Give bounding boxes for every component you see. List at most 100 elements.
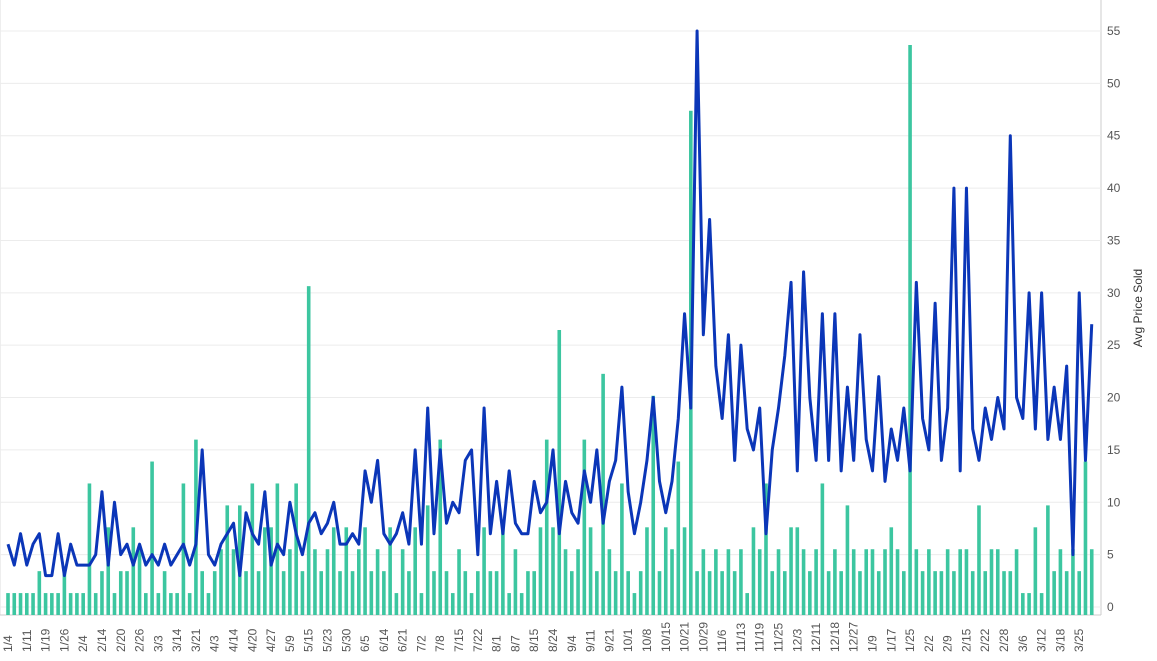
bar (883, 549, 887, 615)
bar (1077, 571, 1082, 615)
bar (112, 593, 117, 615)
x-tick-label: 11/19 (753, 623, 767, 652)
bar (206, 593, 211, 615)
bar (400, 549, 405, 615)
bar (432, 571, 436, 615)
bar (551, 527, 555, 615)
x-tick-label: 10/1 (621, 628, 635, 652)
bar (939, 571, 944, 615)
bar (632, 593, 637, 615)
bar (363, 527, 367, 615)
x-tick-label: 12/11 (809, 623, 823, 652)
x-tick-label: 2/26 (133, 628, 147, 652)
bar (288, 549, 292, 615)
bar (488, 571, 493, 615)
bar (501, 527, 505, 615)
bar (338, 571, 342, 615)
bar (144, 593, 148, 615)
bar (388, 527, 392, 615)
x-tick-label: 11/25 (772, 623, 786, 652)
bar (808, 571, 812, 615)
x-tick-label: 7/2 (414, 635, 428, 652)
bar (1021, 593, 1025, 615)
bar (902, 571, 906, 615)
bar (770, 571, 775, 615)
bar (582, 439, 587, 615)
bar (1052, 571, 1056, 615)
x-tick-label: 4/3 (208, 635, 222, 652)
x-tick-label: 8/1 (490, 635, 504, 652)
bar (1033, 527, 1038, 615)
bar (250, 483, 255, 615)
bar (526, 571, 530, 615)
bar (219, 549, 223, 615)
bar (12, 593, 17, 615)
bar (595, 571, 599, 615)
bar (131, 527, 136, 615)
bar (169, 593, 173, 615)
x-tick-label: 2/2 (922, 635, 936, 652)
x-tick-label: 10/15 (659, 622, 673, 652)
bar (425, 505, 430, 615)
bar (81, 593, 85, 615)
bar (920, 571, 925, 615)
bar (413, 527, 417, 615)
bar (225, 505, 230, 615)
bar (156, 593, 161, 615)
y2-tick-label: 35 (1107, 233, 1121, 247)
bar (306, 286, 311, 615)
bar (513, 549, 518, 615)
bar (613, 571, 618, 615)
x-tick-label: 9/21 (602, 628, 616, 652)
x-tick-label: 11/13 (734, 623, 748, 652)
bar (638, 571, 643, 615)
bar (538, 527, 543, 615)
x-tick-label: 1/17 (884, 628, 898, 652)
bar (851, 549, 856, 615)
bar (601, 373, 605, 615)
bar (532, 571, 537, 615)
bar (344, 527, 349, 615)
bar (620, 483, 624, 615)
bar (407, 571, 411, 615)
bar (1002, 571, 1006, 615)
bar (726, 549, 731, 615)
bar (757, 549, 762, 615)
bar (450, 593, 455, 615)
x-tick-label: 10/8 (640, 628, 654, 652)
bar (908, 45, 912, 615)
bar (93, 593, 98, 615)
bar (394, 593, 399, 615)
bar (927, 549, 931, 615)
x-tick-label: 6/21 (396, 628, 410, 652)
bar (557, 330, 562, 615)
bar (294, 483, 298, 615)
bar (1083, 461, 1088, 615)
bar (212, 571, 217, 615)
bar (331, 527, 336, 615)
bar (858, 571, 862, 615)
bar (31, 593, 35, 615)
bar (300, 571, 305, 615)
bar (563, 549, 568, 615)
x-tick-label: 7/15 (452, 628, 466, 652)
bar (56, 593, 60, 615)
bar (651, 395, 656, 615)
bar (864, 549, 869, 615)
x-tick-label: 1/26 (57, 628, 71, 652)
y2-tick-label: 20 (1107, 391, 1121, 405)
bar (670, 549, 674, 615)
bar (269, 527, 273, 615)
x-tick-label: 9/4 (565, 635, 579, 652)
bar (476, 571, 480, 615)
bar (68, 593, 73, 615)
bar (263, 527, 267, 615)
bar (958, 549, 962, 615)
bar (237, 505, 242, 615)
x-tick-label: 12/18 (828, 622, 842, 652)
bar (1071, 549, 1075, 615)
x-tick-label: 6/5 (358, 635, 372, 652)
bar (469, 593, 474, 615)
bar (125, 571, 129, 615)
bar (357, 549, 361, 615)
